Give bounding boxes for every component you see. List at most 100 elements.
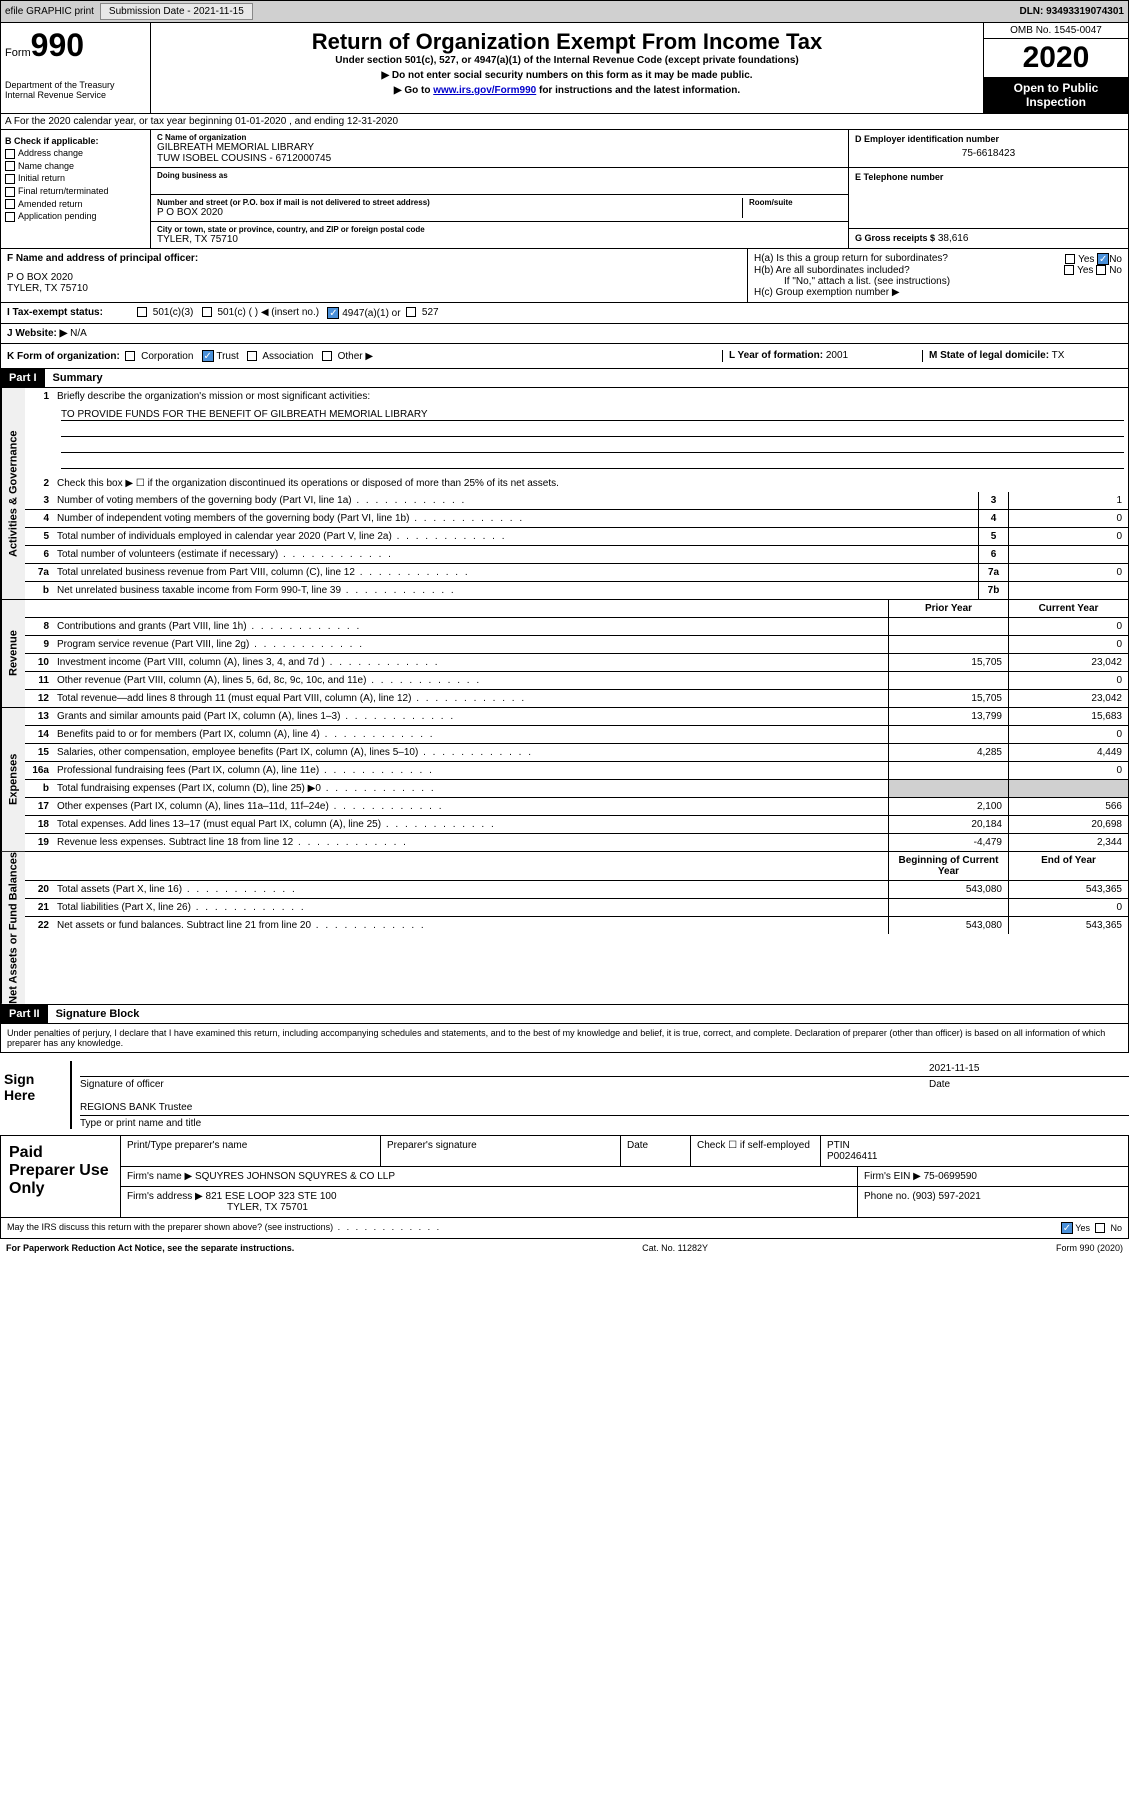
box-b-label: B Check if applicable:	[5, 136, 146, 146]
opt-other[interactable]: Other ▶	[322, 351, 373, 362]
ha-yesno: Yes ✓No	[1065, 253, 1122, 265]
form-title: Return of Organization Exempt From Incom…	[157, 29, 977, 55]
mission-text: TO PROVIDE FUNDS FOR THE BENEFIT OF GILB…	[61, 409, 1124, 421]
website-value: N/A	[70, 328, 87, 339]
discuss-row: May the IRS discuss this return with the…	[0, 1218, 1129, 1239]
city-label: City or town, state or province, country…	[157, 225, 842, 234]
domicile-value: TX	[1052, 350, 1065, 361]
table-row: 20 Total assets (Part X, line 16) 543,08…	[25, 881, 1128, 899]
table-row: 21 Total liabilities (Part X, line 26) 0	[25, 899, 1128, 917]
sidebar-revenue: Revenue	[1, 600, 25, 707]
table-row: b Net unrelated business taxable income …	[25, 582, 1128, 599]
phone-label: E Telephone number	[855, 172, 1122, 182]
opt-527[interactable]: 527	[406, 307, 438, 319]
tax-year: 2020	[984, 39, 1128, 77]
mission-block: TO PROVIDE FUNDS FOR THE BENEFIT OF GILB…	[25, 405, 1128, 475]
table-row: 9 Program service revenue (Part VIII, li…	[25, 636, 1128, 654]
sig-date-value: 2021-11-15	[929, 1063, 1129, 1074]
opt-corp[interactable]: Corporation	[125, 351, 193, 362]
opt-501c[interactable]: 501(c) ( ) ◀ (insert no.)	[202, 307, 319, 319]
irs-link[interactable]: www.irs.gov/Form990	[433, 85, 536, 96]
officer-addr2: TYLER, TX 75710	[7, 283, 741, 294]
form-org-label: K Form of organization:	[7, 351, 120, 362]
col-end-year: End of Year	[1008, 852, 1128, 880]
hb-note: If "No," attach a list. (see instruction…	[754, 276, 1122, 287]
part-i-badge: Part I	[1, 369, 45, 387]
opt-app-pending[interactable]: Application pending	[5, 211, 146, 222]
goto-line: ▶ Go to www.irs.gov/Form990 for instruct…	[157, 85, 977, 96]
sign-here-block: Sign Here 2021-11-15 Signature of office…	[0, 1061, 1129, 1129]
opt-address-change[interactable]: Address change	[5, 148, 146, 159]
year-formation-label: L Year of formation:	[729, 350, 823, 361]
goto-pre: ▶ Go to	[394, 85, 433, 96]
paid-preparer-block: Paid Preparer Use Only Print/Type prepar…	[0, 1135, 1129, 1218]
form-number: 990	[31, 27, 84, 63]
opt-501c3[interactable]: 501(c)(3)	[137, 307, 193, 319]
hb-label: H(b) Are all subordinates included?	[754, 265, 910, 276]
form-footer: Form 990 (2020)	[1056, 1243, 1123, 1253]
org-name-label: C Name of organization	[157, 133, 842, 142]
tax-exempt-label: I Tax-exempt status:	[7, 307, 137, 319]
firm-name-label: Firm's name ▶	[127, 1171, 192, 1182]
check-self-label: Check ☐ if self-employed	[697, 1140, 814, 1151]
table-row: 3 Number of voting members of the govern…	[25, 492, 1128, 510]
omb-number: OMB No. 1545-0047	[984, 23, 1128, 39]
gross-label: G Gross receipts $	[855, 233, 935, 243]
org-name-1: GILBREATH MEMORIAL LIBRARY	[157, 142, 842, 153]
opt-amended-return[interactable]: Amended return	[5, 199, 146, 210]
opt-initial-return[interactable]: Initial return	[5, 173, 146, 184]
opt-assoc[interactable]: Association	[247, 351, 313, 362]
dba-label: Doing business as	[157, 171, 842, 180]
col-begin-year: Beginning of Current Year	[888, 852, 1008, 880]
addr-label: Number and street (or P.O. box if mail i…	[157, 198, 742, 207]
domicile-label: M State of legal domicile:	[929, 350, 1049, 361]
submission-date-button[interactable]: Submission Date - 2021-11-15	[100, 3, 253, 20]
top-bar: efile GRAPHIC print Submission Date - 20…	[0, 0, 1129, 23]
box-f: F Name and address of principal officer:…	[1, 249, 748, 302]
row-fh: F Name and address of principal officer:…	[0, 249, 1129, 303]
gross-value: 38,616	[938, 233, 969, 244]
box-k: K Form of organization: Corporation ✓ Tr…	[7, 350, 722, 362]
firm-name-value: SQUYRES JOHNSON SQUYRES & CO LLP	[195, 1171, 395, 1182]
line-2-num: 2	[25, 475, 53, 492]
form-subtitle: Under section 501(c), 527, or 4947(a)(1)…	[157, 55, 977, 66]
netassets-block: Net Assets or Fund Balances Beginning of…	[0, 852, 1129, 1005]
row-i: I Tax-exempt status: 501(c)(3) 501(c) ( …	[0, 303, 1129, 324]
part-ii-header: Part II Signature Block	[0, 1005, 1129, 1024]
addr-value: P O BOX 2020	[157, 207, 742, 218]
firm-ein-value: 75-0699590	[924, 1171, 977, 1182]
table-row: 18 Total expenses. Add lines 13–17 (must…	[25, 816, 1128, 834]
form-word: Form	[5, 47, 31, 59]
revenue-block: Revenue Prior Year Current Year 8 Contri…	[0, 600, 1129, 708]
opt-4947[interactable]: ✓ 4947(a)(1) or	[327, 307, 400, 319]
form-header: Form990 Department of the Treasury Inter…	[0, 23, 1129, 114]
sidebar-governance: Activities & Governance	[1, 388, 25, 599]
table-row: 4 Number of independent voting members o…	[25, 510, 1128, 528]
part-ii-badge: Part II	[1, 1005, 48, 1023]
table-row: 11 Other revenue (Part VIII, column (A),…	[25, 672, 1128, 690]
ptin-label: PTIN	[827, 1140, 1122, 1151]
discuss-label: May the IRS discuss this return with the…	[7, 1222, 441, 1234]
opt-trust[interactable]: ✓ Trust	[202, 351, 239, 362]
table-row: 12 Total revenue—add lines 8 through 11 …	[25, 690, 1128, 707]
firm-addr1: 821 ESE LOOP 323 STE 100	[206, 1191, 337, 1202]
table-row: 16a Professional fundraising fees (Part …	[25, 762, 1128, 780]
footer-row: For Paperwork Reduction Act Notice, see …	[0, 1239, 1129, 1257]
opt-name-change[interactable]: Name change	[5, 161, 146, 172]
table-row: 10 Investment income (Part VIII, column …	[25, 654, 1128, 672]
ptin-value: P00246411	[827, 1151, 1122, 1162]
section-a: A For the 2020 calendar year, or tax yea…	[0, 114, 1129, 130]
table-row: 7a Total unrelated business revenue from…	[25, 564, 1128, 582]
box-m: M State of legal domicile: TX	[922, 350, 1122, 362]
org-name-2: TUW ISOBEL COUSINS - 6712000745	[157, 153, 842, 164]
firm-phone-value: (903) 597-2021	[912, 1191, 980, 1202]
opt-final-return[interactable]: Final return/terminated	[5, 186, 146, 197]
prep-date-label: Date	[627, 1140, 684, 1151]
name-title-label: Type or print name and title	[80, 1118, 1129, 1129]
header-grid: B Check if applicable: Address change Na…	[0, 130, 1129, 249]
ha-label: H(a) Is this a group return for subordin…	[754, 253, 948, 265]
ein-value: 75-6618423	[855, 144, 1122, 163]
sidebar-expenses: Expenses	[1, 708, 25, 851]
table-row: 19 Revenue less expenses. Subtract line …	[25, 834, 1128, 851]
sidebar-netassets: Net Assets or Fund Balances	[1, 852, 25, 1004]
